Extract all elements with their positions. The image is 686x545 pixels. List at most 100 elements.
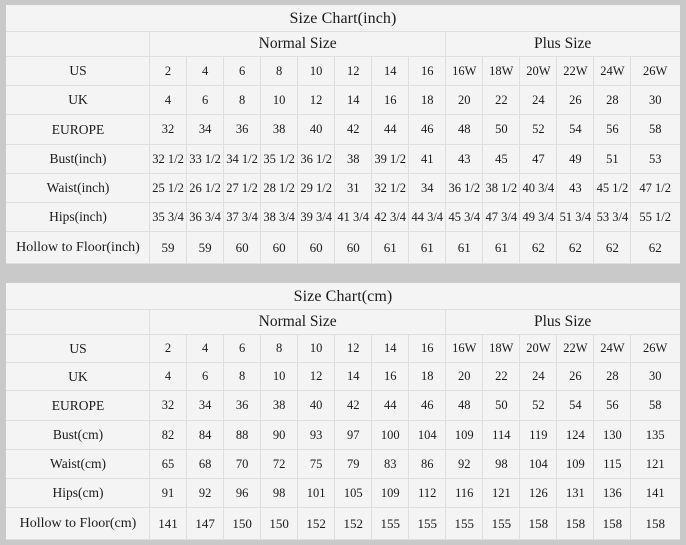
cell: 97	[334, 420, 373, 450]
cell: 101	[297, 478, 336, 508]
cell: 158	[630, 507, 680, 540]
cell: 48	[445, 114, 484, 145]
cell: 53 3/4	[593, 202, 632, 232]
cell: 131	[556, 478, 595, 508]
cell: 4	[149, 85, 188, 115]
cell: 18	[408, 362, 447, 391]
cell: 26W	[630, 56, 680, 86]
group-header-plus-size: Plus Size	[445, 31, 680, 57]
cell: 52	[519, 114, 558, 145]
cell: 14	[371, 56, 410, 86]
cell: 109	[371, 478, 410, 508]
cell: 114	[482, 420, 521, 450]
cell: 20	[445, 362, 484, 391]
cell: 61	[482, 231, 521, 264]
cell: 44 3/4	[408, 202, 447, 232]
cell: 72	[260, 449, 299, 479]
cell: 22W	[556, 334, 595, 363]
cell: 33 1/2	[186, 144, 225, 174]
group-header-plus-size: Plus Size	[445, 309, 680, 335]
cell: 79	[334, 449, 373, 479]
cell: 40	[297, 114, 336, 145]
cell: 36 3/4	[186, 202, 225, 232]
row-label-hips: Hips(cm)	[5, 478, 151, 508]
cell: 96	[223, 478, 262, 508]
cell: 8	[260, 334, 299, 363]
cell: 4	[186, 334, 225, 363]
cell: 18W	[482, 334, 521, 363]
cell: 124	[556, 420, 595, 450]
row-label-us: US	[5, 334, 151, 363]
row-label-bust: Bust(inch)	[5, 144, 151, 174]
table-row: Bust(cm) 82 84 88 90 93 97 100 104 109 1…	[5, 420, 680, 450]
group-header-blank	[5, 31, 151, 57]
row-label-waist: Waist(cm)	[5, 449, 151, 479]
cell: 88	[223, 420, 262, 450]
cell: 92	[445, 449, 484, 479]
cell: 158	[519, 507, 558, 540]
table-separator	[0, 270, 686, 279]
cell: 18	[408, 85, 447, 115]
cell: 36 1/2	[445, 173, 484, 203]
cell: 155	[408, 507, 447, 540]
cell: 158	[556, 507, 595, 540]
cell: 38	[260, 114, 299, 145]
row-label-europe: EUROPE	[5, 390, 151, 421]
cell: 53	[630, 144, 680, 174]
cell: 24W	[593, 56, 632, 86]
cell: 54	[556, 114, 595, 145]
cell: 39 3/4	[297, 202, 336, 232]
cell: 152	[334, 507, 373, 540]
group-header-normal-size: Normal Size	[149, 309, 447, 335]
table-row: Waist(cm) 65 68 70 72 75 79 83 86 92 98 …	[5, 449, 680, 479]
table-row: Bust(inch) 32 1/2 33 1/2 34 1/2 35 1/2 3…	[5, 144, 680, 174]
cell: 24W	[593, 334, 632, 363]
cell: 14	[334, 85, 373, 115]
cell: 109	[556, 449, 595, 479]
table-row: US 2 4 6 8 10 12 14 16 16W 18W 20W 22W 2…	[5, 56, 680, 86]
row-label-uk: UK	[5, 362, 151, 391]
group-header-row: Normal Size Plus Size	[5, 309, 680, 335]
chart-title: Size Chart(cm)	[6, 283, 680, 310]
cell: 2	[149, 334, 188, 363]
cell: 93	[297, 420, 336, 450]
cell: 6	[223, 56, 262, 86]
table-row: Hollow to Floor(cm) 141 147 150 150 152 …	[5, 507, 680, 540]
cell: 31	[334, 173, 373, 203]
cell: 152	[297, 507, 336, 540]
cell: 104	[519, 449, 558, 479]
cell: 150	[223, 507, 262, 540]
cell: 62	[630, 231, 680, 264]
cell: 6	[186, 85, 225, 115]
cell: 98	[482, 449, 521, 479]
group-header-normal-size: Normal Size	[149, 31, 447, 57]
cell: 27 1/2	[223, 173, 262, 203]
cell: 26W	[630, 334, 680, 363]
cell: 39 1/2	[371, 144, 410, 174]
cell: 28 1/2	[260, 173, 299, 203]
table-row: Hips(cm) 91 92 96 98 101 105 109 112 116…	[5, 478, 680, 508]
cell: 58	[630, 390, 680, 421]
cell: 141	[149, 507, 188, 540]
cell: 16W	[445, 56, 484, 86]
cell: 38 1/2	[482, 173, 521, 203]
cell: 22	[482, 362, 521, 391]
cell: 40	[297, 390, 336, 421]
cell: 43	[556, 173, 595, 203]
cell: 86	[408, 449, 447, 479]
cell: 43	[445, 144, 484, 174]
cell: 14	[334, 362, 373, 391]
title-row: Size Chart(cm)	[6, 283, 680, 310]
cell: 24	[519, 85, 558, 115]
group-header-row: Normal Size Plus Size	[5, 31, 680, 57]
cell: 56	[593, 390, 632, 421]
cell: 12	[297, 85, 336, 115]
cell: 121	[630, 449, 680, 479]
cell: 30	[630, 85, 680, 115]
cell: 60	[260, 231, 299, 264]
size-chart-cm: Size Chart(cm) Normal Size Plus Size US …	[0, 279, 686, 545]
cell: 121	[482, 478, 521, 508]
cell: 6	[223, 334, 262, 363]
cell: 70	[223, 449, 262, 479]
cell: 32	[149, 390, 188, 421]
